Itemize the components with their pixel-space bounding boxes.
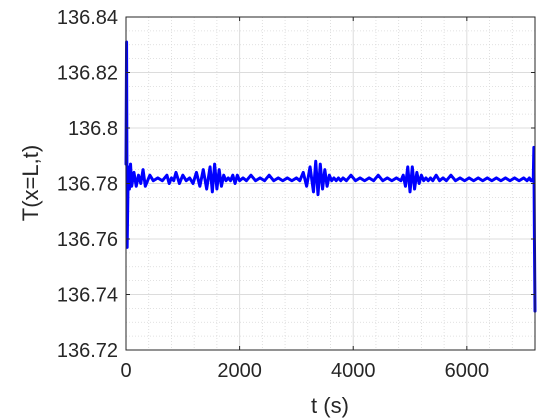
y-tick-label: 136.84 [57,7,118,29]
x-tick-label: 0 [120,360,131,382]
y-axis-title: T(x=L,t) [18,145,43,221]
series-line [124,40,537,313]
x-tick-label: 6000 [445,360,490,382]
y-tick-label: 136.76 [57,229,118,251]
x-tick-label: 2000 [217,360,262,382]
x-tick-label: 4000 [331,360,376,382]
ticks [125,16,535,351]
y-tick-label: 136.82 [57,63,118,85]
y-tick-labels: 136.72 136.74 136.76 136.78 136.8 136.82 136.8… [57,7,118,362]
y-tick-label: 136.8 [68,118,118,140]
x-tick-labels: 0 2000 4000 6000 [120,360,489,382]
y-tick-label: 136.72 [57,340,118,362]
y-tick-label: 136.78 [57,174,118,196]
minor-grid [126,17,536,350]
y-tick-label: 136.74 [57,285,118,307]
x-axis-title: t (s) [311,393,349,418]
